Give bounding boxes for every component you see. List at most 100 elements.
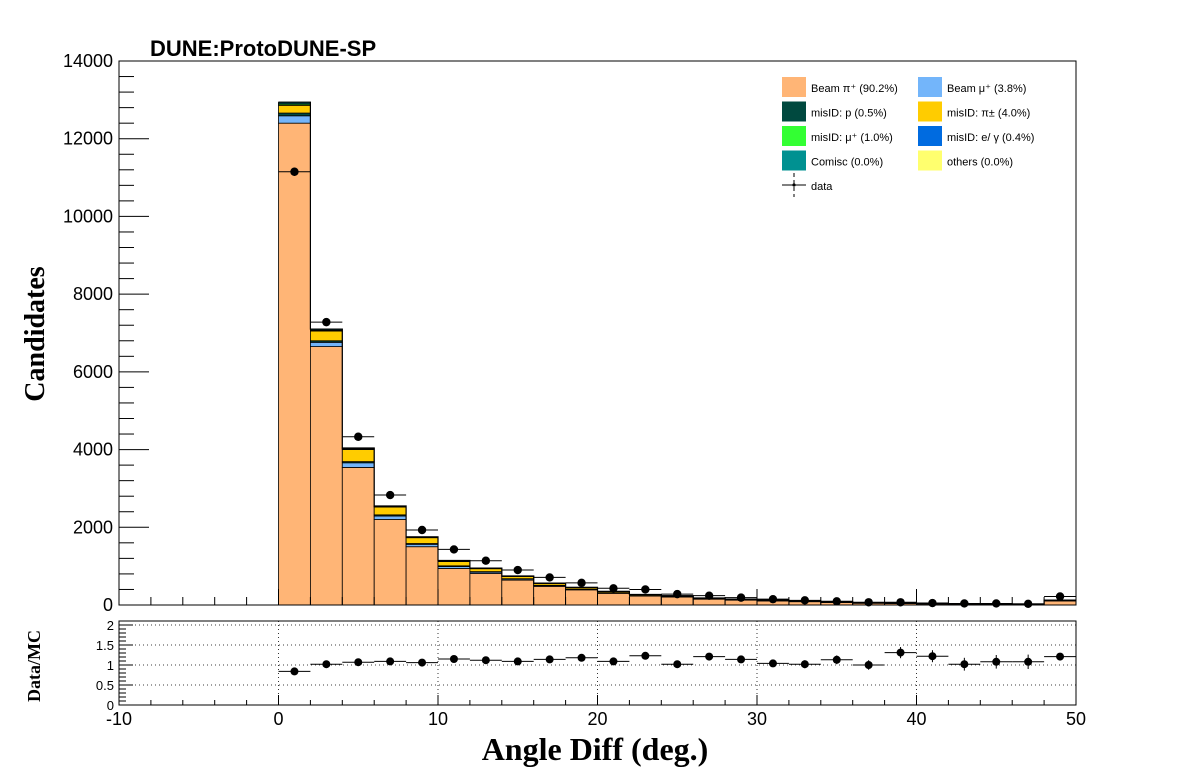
x-axis-label: Angle Diff (deg.) bbox=[482, 731, 709, 767]
bar-0-1 bbox=[309, 346, 343, 606]
legend-label-comisc: Comisc (0.0%) bbox=[811, 157, 883, 169]
legend-swatch-misid_p bbox=[782, 101, 806, 122]
data-point-9 bbox=[577, 578, 586, 588]
ratio-point-14 bbox=[737, 655, 746, 664]
bar-0-2 bbox=[341, 467, 375, 606]
bar-3-6 bbox=[469, 568, 503, 573]
bar-3-1 bbox=[309, 330, 343, 342]
ratio-point-19 bbox=[896, 648, 905, 657]
data-point-16 bbox=[800, 596, 810, 605]
ratio-point-9 bbox=[577, 653, 586, 662]
bar-1-3 bbox=[373, 515, 407, 520]
y-tick-label-4: 8000 bbox=[73, 284, 113, 304]
ratio-point-24 bbox=[1056, 652, 1065, 661]
ratio-y-tick-label-4: 2 bbox=[107, 618, 114, 633]
y-tick-label-0: 0 bbox=[103, 595, 113, 615]
bar-3-5 bbox=[437, 561, 471, 567]
ratio-point-6 bbox=[481, 656, 490, 665]
ratio-point-7 bbox=[513, 657, 522, 666]
ratio-point-1 bbox=[322, 660, 331, 669]
x-tick-label-5: 40 bbox=[906, 709, 926, 729]
bar-0-11 bbox=[629, 595, 662, 606]
data-point-11 bbox=[641, 585, 650, 594]
data-point-8 bbox=[545, 573, 554, 582]
y-axis-label: Candidates bbox=[20, 266, 51, 401]
data-point-17 bbox=[832, 597, 841, 606]
legend-swatch-misid_eg bbox=[918, 126, 942, 146]
data-point-2 bbox=[354, 432, 363, 441]
x-tick-label-1: 0 bbox=[273, 709, 283, 729]
bar-1-0 bbox=[278, 115, 311, 124]
data-points bbox=[278, 167, 1076, 609]
data-point-20 bbox=[928, 598, 937, 608]
legend-label-beam_mu: Beam μ⁺ (3.8%) bbox=[947, 83, 1026, 95]
legend: Beam π⁺ (90.2%) Beam μ⁺ (3.8%) misID: p (0… bbox=[782, 77, 1034, 197]
x-tick-label-2: 10 bbox=[428, 709, 448, 729]
data-point-1 bbox=[322, 317, 331, 327]
legend-swatch-comisc bbox=[782, 150, 806, 171]
bar-3-4 bbox=[405, 537, 439, 544]
ratio-point-5 bbox=[449, 655, 458, 663]
ratio-point-0 bbox=[290, 667, 299, 676]
legend-label-misid_mu: misID: μ⁺ (1.0%) bbox=[811, 132, 893, 144]
ratio-point-2 bbox=[354, 658, 363, 667]
bar-0-24 bbox=[1043, 600, 1077, 606]
data-point-13 bbox=[704, 591, 714, 600]
data-point-3 bbox=[385, 490, 395, 500]
x-tick-label-3: 20 bbox=[587, 709, 607, 729]
ratio-y-tick-label-3: 1.5 bbox=[96, 638, 114, 653]
legend-swatch-misid_pi bbox=[918, 101, 942, 122]
data-point-7 bbox=[513, 565, 522, 575]
data-point-19 bbox=[896, 598, 905, 607]
bar-0-3 bbox=[373, 519, 407, 606]
ratio-point-11 bbox=[641, 651, 650, 660]
legend-label-beam_pi: Beam π⁺ (90.2%) bbox=[811, 83, 898, 95]
bar-1-1 bbox=[309, 341, 343, 347]
bar-3-0 bbox=[278, 104, 311, 114]
bar-0-6 bbox=[469, 573, 503, 606]
y-tick-label-2: 4000 bbox=[73, 440, 113, 460]
legend-label-others: others (0.0%) bbox=[947, 157, 1013, 169]
ratio-point-13 bbox=[705, 652, 714, 661]
stacked-histogram bbox=[278, 101, 1077, 606]
ratio-axis-ticks: 00.511.52-10 0 10 20 30 40 50 bbox=[96, 618, 1086, 729]
legend-label-misid_eg: misID: e/ γ (0.4%) bbox=[947, 132, 1034, 144]
y-tick-label-5: 10000 bbox=[63, 206, 113, 226]
bar-0-8 bbox=[533, 585, 567, 606]
bar-1-2 bbox=[341, 462, 375, 468]
ratio-point-22 bbox=[992, 657, 1001, 666]
ratio-y-tick-label-2: 1 bbox=[107, 658, 114, 673]
data-point-4 bbox=[417, 525, 427, 535]
ratio-point-23 bbox=[1024, 657, 1033, 666]
legend-swatch-misid_mu bbox=[782, 126, 806, 146]
data-point-6 bbox=[481, 556, 491, 565]
ratio-y-tick-label-1: 0.5 bbox=[96, 678, 114, 693]
legend-swatch-beam_mu bbox=[918, 77, 942, 97]
ratio-point-15 bbox=[768, 659, 777, 668]
bar-0-7 bbox=[501, 579, 535, 606]
legend-label-misid_p: misID: p (0.5%) bbox=[811, 108, 887, 120]
ratio-grid bbox=[119, 621, 1076, 705]
data-point-23 bbox=[1023, 599, 1033, 609]
x-tick-label-4: 30 bbox=[747, 709, 767, 729]
legend-label-misid_pi: misID: π± (4.0%) bbox=[947, 108, 1030, 120]
y-tick-label-3: 6000 bbox=[73, 362, 113, 382]
y-tick-label-1: 2000 bbox=[73, 517, 113, 537]
ratio-points bbox=[278, 647, 1076, 676]
ratio-point-20 bbox=[928, 652, 937, 661]
bar-2-0 bbox=[278, 112, 311, 117]
ratio-point-18 bbox=[864, 661, 873, 669]
ratio-point-16 bbox=[800, 660, 809, 669]
bar-0-0 bbox=[278, 122, 311, 606]
data-point-18 bbox=[864, 598, 873, 607]
ratio-point-12 bbox=[673, 660, 682, 669]
data-point-24 bbox=[1055, 592, 1065, 601]
bar-3-2 bbox=[341, 449, 375, 463]
ratio-point-21 bbox=[960, 660, 969, 669]
ratio-y-tick-label-0: 0 bbox=[107, 698, 114, 713]
bar-0-10 bbox=[597, 592, 630, 606]
data-point-22 bbox=[992, 599, 1001, 608]
data-point-15 bbox=[768, 594, 778, 604]
legend-data-marker bbox=[792, 183, 796, 187]
